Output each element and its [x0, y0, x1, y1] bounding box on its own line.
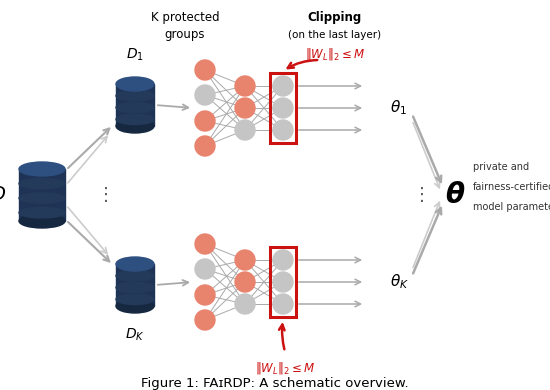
Circle shape: [195, 111, 215, 131]
Text: $\theta_K$: $\theta_K$: [390, 273, 409, 291]
Text: $D$: $D$: [0, 186, 6, 204]
Circle shape: [195, 85, 215, 105]
Circle shape: [195, 310, 215, 330]
Circle shape: [273, 120, 293, 140]
Text: K protected: K protected: [151, 11, 219, 25]
Circle shape: [273, 250, 293, 270]
Circle shape: [195, 60, 215, 80]
Text: model parameters: model parameters: [473, 202, 550, 212]
Circle shape: [235, 272, 255, 292]
Circle shape: [235, 98, 255, 118]
Text: Figure 1: FAɪRDP: A schematic overview.: Figure 1: FAɪRDP: A schematic overview.: [141, 378, 409, 390]
Circle shape: [195, 136, 215, 156]
Text: private and: private and: [473, 162, 529, 172]
Ellipse shape: [116, 119, 154, 133]
Ellipse shape: [116, 114, 154, 124]
Bar: [116, 84, 154, 126]
Circle shape: [273, 272, 293, 292]
Circle shape: [195, 234, 215, 254]
Circle shape: [235, 120, 255, 140]
Circle shape: [235, 294, 255, 314]
Ellipse shape: [116, 257, 154, 271]
Circle shape: [273, 98, 293, 118]
Ellipse shape: [19, 207, 65, 218]
Ellipse shape: [116, 282, 154, 293]
Circle shape: [195, 285, 215, 305]
Text: groups: groups: [165, 28, 205, 41]
Text: (on the last layer): (on the last layer): [288, 30, 382, 40]
Bar: [270, 247, 296, 317]
Bar: [116, 264, 154, 306]
Ellipse shape: [19, 214, 65, 228]
Text: $\boldsymbol{\theta}$: $\boldsymbol{\theta}$: [445, 181, 465, 209]
Text: $D_K$: $D_K$: [125, 327, 145, 344]
Circle shape: [273, 76, 293, 96]
Text: Clipping: Clipping: [308, 11, 362, 25]
Text: $D_1$: $D_1$: [126, 46, 144, 63]
Circle shape: [235, 76, 255, 96]
Ellipse shape: [116, 90, 154, 101]
Ellipse shape: [19, 162, 65, 176]
Ellipse shape: [116, 299, 154, 313]
Bar: [19, 169, 65, 221]
Ellipse shape: [19, 178, 65, 189]
Ellipse shape: [116, 294, 154, 305]
Text: $\|W_L\|_2 \leq M$: $\|W_L\|_2 \leq M$: [305, 46, 365, 62]
Text: $\vdots$: $\vdots$: [96, 186, 108, 204]
Ellipse shape: [116, 102, 154, 113]
Text: fairness-certified: fairness-certified: [473, 182, 550, 192]
Ellipse shape: [116, 77, 154, 91]
Ellipse shape: [116, 271, 154, 281]
Circle shape: [273, 294, 293, 314]
Text: $\|W_L\|_2 \leq M$: $\|W_L\|_2 \leq M$: [255, 360, 315, 376]
Bar: [270, 73, 296, 143]
Text: $\theta_1$: $\theta_1$: [390, 99, 407, 117]
Circle shape: [235, 250, 255, 270]
Text: $\vdots$: $\vdots$: [411, 186, 424, 204]
Ellipse shape: [19, 193, 65, 203]
Circle shape: [195, 259, 215, 279]
